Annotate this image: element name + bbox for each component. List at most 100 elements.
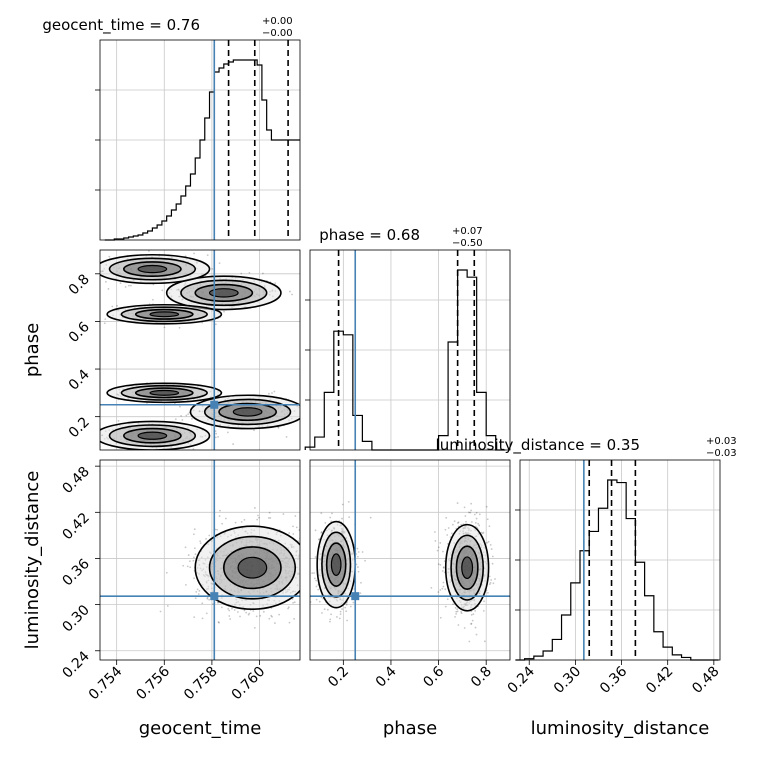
panel-luminosity-distance-vs-geocent-time-sample <box>166 605 169 607</box>
panel-luminosity-distance-vs-phase-sample <box>454 616 456 618</box>
panel-luminosity-distance-vs-geocent-time-sample <box>221 522 224 525</box>
panel-phase-vs-geocent-time-sample <box>91 271 93 273</box>
panel-luminosity-distance-vs-geocent-time-sample <box>248 612 251 615</box>
panel-luminosity-distance-vs-geocent-time-sample <box>292 533 295 535</box>
panel-luminosity-distance-vs-geocent-time-sample <box>228 615 231 617</box>
panel-phase-vs-geocent-time-sample <box>191 417 193 420</box>
panel-luminosity-distance-vs-geocent-time-sample <box>288 532 291 534</box>
panel-phase-vs-geocent-time-sample <box>117 420 120 422</box>
panel-luminosity-distance-vs-phase-sample <box>306 559 308 561</box>
panel-luminosity-distance-vs-geocent-time-sample <box>302 555 304 557</box>
panel-phase-vs-geocent-time-sample <box>151 298 154 301</box>
luminosity-distance-ytick-label-0: 0.24 <box>59 648 92 681</box>
phase-xtick-label-1: 0.4 <box>373 663 400 690</box>
panel-phase-vs-geocent-time-sample <box>214 436 217 439</box>
panel-luminosity-distance-vs-phase-sample <box>329 516 332 519</box>
panel-luminosity-distance-vs-geocent-time-sample <box>287 607 290 610</box>
panel-luminosity-distance-vs-phase-sample <box>369 516 372 519</box>
panel-phase-vs-geocent-time-sample <box>180 414 183 417</box>
panel-phase-vs-geocent-time-sample <box>81 442 83 444</box>
panel-luminosity-distance-vs-geocent-time-sample <box>186 565 189 568</box>
panel-luminosity-distance-vs-phase-sample <box>483 640 486 643</box>
panel-phase-vs-geocent-time-content <box>81 250 307 450</box>
luminosity-distance-xtick-label-3: 0.42 <box>643 664 676 697</box>
panel-luminosity-distance-vs-geocent-time-sample <box>231 607 233 610</box>
luminosity-distance-xtick-label-0: 0.24 <box>505 663 538 696</box>
panel-luminosity-distance-vs-phase-sample <box>481 532 484 535</box>
panel-luminosity-distance-vs-phase-sample <box>470 502 473 505</box>
panel-luminosity-distance-vs-phase-sample <box>453 520 456 523</box>
panel-phase-vs-geocent-time-sample <box>285 436 288 438</box>
x-axis-label-luminosity-distance: luminosity_distance <box>531 718 710 739</box>
hist-geocent-time-frame <box>99 39 301 241</box>
panel-luminosity-distance-vs-phase-sample <box>341 517 343 520</box>
panel-phase-vs-geocent-time-sample <box>119 282 122 285</box>
panel-luminosity-distance-vs-phase-sample <box>356 555 359 558</box>
panel-luminosity-distance-vs-phase-sample <box>475 633 478 636</box>
panel-luminosity-distance-vs-phase-sample <box>315 585 318 588</box>
panel-luminosity-distance-vs-phase-sample <box>346 619 348 622</box>
panel-phase-vs-geocent-time-sample <box>104 280 107 283</box>
panel-luminosity-distance-vs-phase-sample <box>456 502 459 504</box>
panel-luminosity-distance-vs-phase-sample <box>491 555 494 558</box>
panel-luminosity-distance-vs-phase-sample <box>488 583 491 586</box>
panel-luminosity-distance-vs-geocent-time-sample <box>259 614 262 617</box>
panel-phase-vs-geocent-time-sample <box>291 293 293 296</box>
panel-luminosity-distance-vs-geocent-time-sample <box>243 609 246 612</box>
panel-luminosity-distance-vs-phase-sample <box>474 626 477 629</box>
panel-luminosity-distance-vs-phase-sample <box>341 608 343 610</box>
panel-luminosity-distance-vs-phase-sample <box>468 511 470 514</box>
panel-luminosity-distance-vs-geocent-time-sample <box>243 518 246 521</box>
panel-phase-vs-geocent-time-sample <box>232 443 235 445</box>
panel-phase-vs-geocent-time-sample <box>198 410 201 413</box>
panel-phase-vs-geocent-time-sample <box>103 322 106 325</box>
panel-luminosity-distance-vs-phase-sample <box>357 566 359 568</box>
panel-phase-vs-geocent-time-sample <box>87 393 89 395</box>
panel-luminosity-distance-vs-geocent-time-sample <box>234 521 237 524</box>
panel-phase-vs-geocent-time-sample <box>211 267 214 270</box>
panel-luminosity-distance-vs-phase-sample <box>324 522 327 524</box>
panel-luminosity-distance-vs-phase-sample <box>341 503 344 506</box>
panel-phase-vs-geocent-time-sample <box>181 419 184 421</box>
panel-title-phase-minus: −0.50 <box>452 238 483 249</box>
panel-luminosity-distance-vs-geocent-time-sample <box>295 526 298 529</box>
panel-luminosity-distance-vs-phase-sample <box>434 531 436 533</box>
panel-phase-vs-geocent-time-sample <box>305 398 307 400</box>
panel-phase-vs-geocent-time-sample <box>277 426 280 429</box>
panel-luminosity-distance-vs-geocent-time-sample <box>306 547 308 549</box>
panel-luminosity-distance-vs-phase-sample <box>463 627 466 629</box>
panel-luminosity-distance-vs-phase-sample <box>477 522 480 525</box>
panel-luminosity-distance-vs-phase-sample <box>439 542 442 544</box>
hist-phase-frame <box>309 249 511 451</box>
panel-luminosity-distance-vs-geocent-time-sample <box>212 603 214 606</box>
panel-phase-vs-geocent-time-contour-5-3 <box>149 389 180 396</box>
panel-phase-vs-geocent-time-sample <box>161 289 164 292</box>
panel-luminosity-distance-vs-phase-sample <box>475 517 478 520</box>
luminosity-distance-ytick-label-1: 0.30 <box>59 602 92 635</box>
panel-luminosity-distance-vs-phase-sample <box>455 610 458 613</box>
panel-luminosity-distance-vs-phase-sample <box>437 591 440 593</box>
panel-luminosity-distance-vs-phase-sample <box>442 550 444 553</box>
panel-luminosity-distance-vs-phase-sample <box>345 610 348 613</box>
x-axis-label-geocent-time: geocent_time <box>139 718 262 739</box>
panel-luminosity-distance-vs-phase-sample <box>470 622 473 625</box>
phase-xtick-label-3: 0.8 <box>468 664 495 691</box>
panel-luminosity-distance-vs-phase-sample <box>488 575 491 578</box>
panel-luminosity-distance-vs-phase-sample <box>464 515 467 517</box>
geocent-time-xtick-label-1: 0.756 <box>133 663 173 703</box>
panel-phase-vs-geocent-time-sample <box>104 318 107 321</box>
panel-phase-vs-geocent-time-sample <box>268 392 270 395</box>
panel-luminosity-distance-vs-phase-sample <box>485 505 488 508</box>
panel-luminosity-distance-vs-geocent-time-sample <box>201 602 204 605</box>
panel-luminosity-distance-vs-phase-sample <box>315 598 318 601</box>
phase-ytick-label-0: 0.2 <box>66 414 93 441</box>
panel-luminosity-distance-vs-phase-sample <box>329 618 332 621</box>
panel-luminosity-distance-vs-phase-sample <box>317 588 320 591</box>
panel-luminosity-distance-vs-phase-sample <box>360 581 362 584</box>
panel-luminosity-distance-vs-phase-sample <box>306 601 308 603</box>
phase-ytick-label-3: 0.8 <box>66 271 93 298</box>
panel-luminosity-distance-vs-geocent-time-sample <box>195 591 198 593</box>
panel-phase-vs-geocent-time-sample <box>92 271 94 273</box>
panel-phase-vs-geocent-time-frame <box>99 249 301 451</box>
panel-luminosity-distance-vs-phase-sample <box>488 525 491 528</box>
